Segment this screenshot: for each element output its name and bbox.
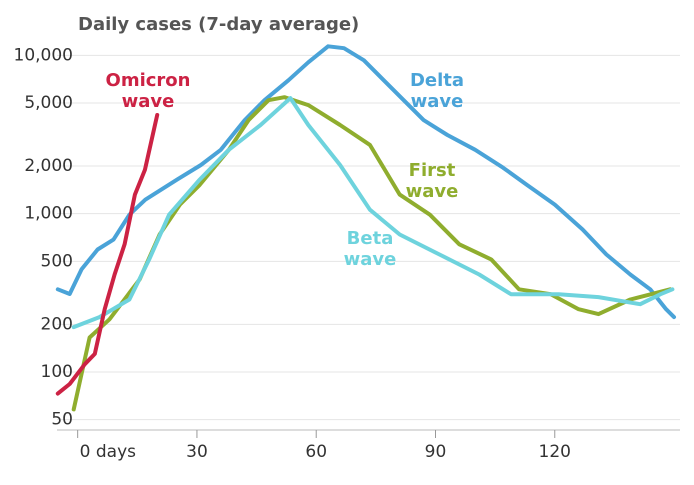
y-tick-label: 5,000 [24, 93, 73, 113]
y-tick-label: 100 [41, 362, 73, 382]
series-label: First wave [405, 160, 459, 202]
x-tick-label: 90 [425, 442, 447, 462]
y-tick-label: 1,000 [24, 204, 73, 224]
series-label: Beta wave [343, 228, 397, 270]
series-label: Omicron wave [105, 70, 191, 112]
x-tick-label: 120 [539, 442, 571, 462]
x-tick-label: 60 [305, 442, 327, 462]
y-tick-label: 200 [41, 314, 73, 334]
y-tick-label: 500 [41, 251, 73, 271]
line [71, 96, 675, 330]
line [55, 113, 160, 396]
chart-title: Daily cases (7-day average) [78, 14, 360, 35]
x-tick-label: 0 days [80, 442, 136, 462]
y-tick-label: 50 [51, 410, 73, 430]
series-label: Delta wave [409, 70, 465, 112]
y-tick-label: 2,000 [24, 156, 73, 176]
x-tick-label: 30 [186, 442, 208, 462]
y-tick-label: 10,000 [14, 45, 73, 65]
